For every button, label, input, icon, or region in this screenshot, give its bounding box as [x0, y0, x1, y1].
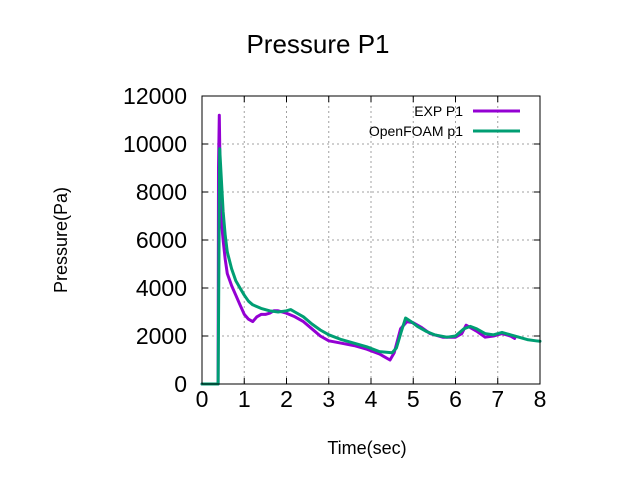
x-tick-label: 3 [322, 386, 335, 412]
x-tick-label: 1 [238, 386, 251, 412]
legend-label: OpenFOAM p1 [369, 123, 463, 139]
series-lines [200, 113, 542, 386]
x-tick-label: 5 [407, 386, 420, 412]
x-tick-label: 0 [196, 386, 209, 412]
grid-lines [202, 96, 540, 384]
x-axis-label: Time(sec) [327, 438, 406, 458]
y-tick-label: 8000 [136, 179, 187, 205]
y-tick-label: 12000 [123, 83, 187, 109]
chart-title: Pressure P1 [246, 29, 389, 59]
legend-label: EXP P1 [414, 103, 463, 119]
series-line-exp-p1 [200, 113, 517, 386]
x-tick-label: 2 [280, 386, 293, 412]
y-tick-label: 6000 [136, 227, 187, 253]
y-tick-label: 0 [174, 371, 187, 397]
x-tick-label: 4 [365, 386, 378, 412]
y-tick-label: 10000 [123, 131, 187, 157]
x-tick-label: 6 [449, 386, 462, 412]
legend: EXP P1 OpenFOAM p1 [369, 103, 520, 139]
y-axis-label: Pressure(Pa) [51, 187, 71, 293]
x-tick-label: 8 [534, 386, 547, 412]
series-line-openfoam-p1 [200, 147, 542, 386]
axis-ticks: 0 1 2 3 4 5 6 7 8 0 2000 4000 6000 8000 10000 12000 [123, 83, 546, 412]
x-tick-label: 7 [491, 386, 504, 412]
y-tick-label: 4000 [136, 275, 187, 301]
y-tick-label: 2000 [136, 323, 187, 349]
